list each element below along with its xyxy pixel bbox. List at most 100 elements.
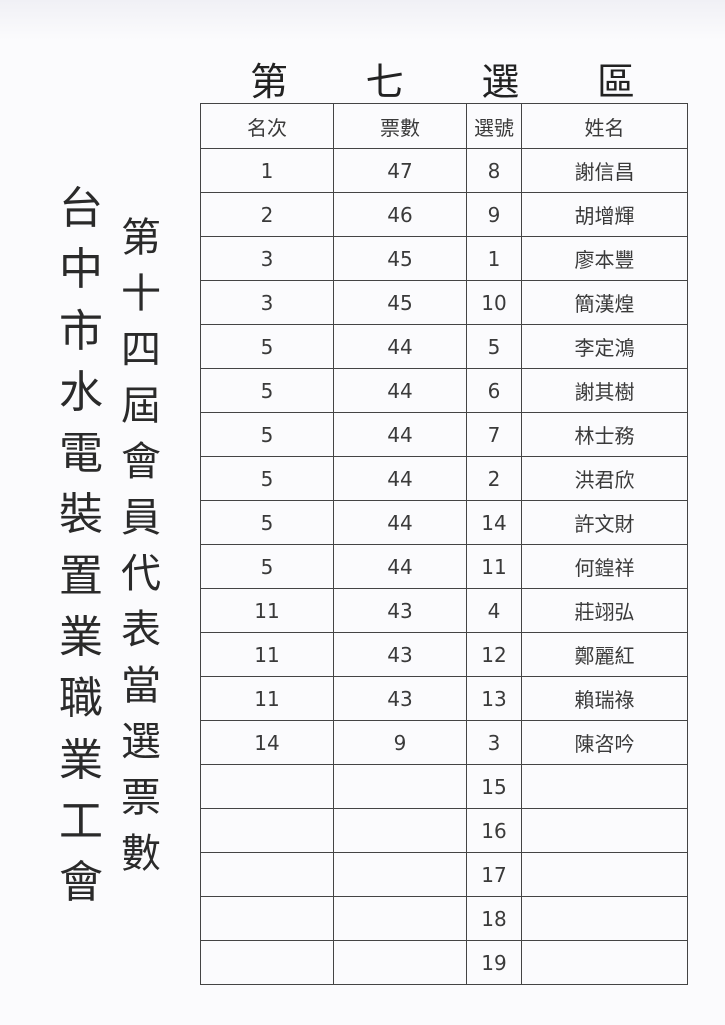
cell-votes: 44	[333, 544, 467, 589]
org-char: 工	[59, 795, 103, 847]
org-char: 電	[59, 428, 103, 480]
cell-votes: 44	[333, 368, 467, 413]
cell-votes	[333, 808, 467, 853]
cell-votes: 43	[333, 676, 467, 721]
org-char: 水	[59, 366, 103, 418]
cell-name	[521, 764, 688, 809]
subtitle-char: 票	[121, 775, 161, 821]
subtitle-char: 選	[121, 719, 161, 765]
subtitle-char: 屆	[121, 383, 161, 429]
table-row: 3 45 10 簡漢煌	[200, 280, 688, 325]
cell-name	[521, 896, 688, 941]
cell-rank: 1	[200, 148, 334, 193]
table-row: 5 44 5 李定鴻	[200, 324, 688, 369]
cell-number: 2	[466, 456, 522, 501]
org-char: 台	[59, 183, 103, 234]
cell-rank: 11	[200, 588, 334, 633]
table-row: 17	[200, 852, 688, 897]
cell-number: 12	[466, 632, 522, 677]
results-table: 名次 票數 選號 姓名 1 47 8 謝信昌 2 46 9 胡增輝 3 45 1 廖本豐 3 45 10 簡漢…	[200, 103, 688, 985]
table-row: 16	[200, 808, 688, 853]
cell-number: 8	[466, 148, 522, 193]
cell-number: 16	[466, 808, 522, 853]
cell-number: 14	[466, 500, 522, 545]
cell-name: 何鍠祥	[521, 544, 688, 589]
cell-name: 洪君欣	[521, 456, 688, 501]
subtitle-char: 員	[121, 495, 161, 541]
cell-name: 李定鴻	[521, 324, 688, 369]
cell-name: 賴瑞祿	[521, 676, 688, 721]
cell-number: 13	[466, 676, 522, 721]
cell-name: 許文財	[521, 500, 688, 545]
scan-edge	[0, 0, 725, 40]
cell-name: 莊翊弘	[521, 588, 688, 633]
table-row: 19	[200, 940, 688, 985]
cell-votes	[333, 940, 467, 985]
subtitle-char: 表	[121, 607, 161, 653]
cell-votes: 9	[333, 720, 467, 765]
cell-rank: 2	[200, 192, 334, 237]
cell-number: 9	[466, 192, 522, 237]
cell-name: 謝信昌	[521, 148, 688, 193]
cell-votes: 44	[333, 324, 467, 369]
title-char: 選	[481, 60, 520, 104]
org-char: 置	[59, 550, 103, 602]
cell-number: 11	[466, 544, 522, 589]
table-row: 11 43 13 賴瑞祿	[200, 676, 688, 721]
cell-name: 鄭麗紅	[521, 632, 688, 677]
cell-name: 廖本豐	[521, 236, 688, 281]
table-row: 5 44 11 何鍠祥	[200, 544, 688, 589]
cell-number: 15	[466, 764, 522, 809]
cell-rank: 5	[200, 368, 334, 413]
cell-name: 謝其樹	[521, 368, 688, 413]
cell-votes: 47	[333, 148, 467, 193]
cell-number: 1	[466, 236, 522, 281]
cell-votes	[333, 852, 467, 897]
cell-name	[521, 940, 688, 985]
subtitle-char: 代	[121, 551, 161, 597]
cell-rank	[200, 852, 334, 897]
cell-rank	[200, 896, 334, 941]
table-row: 5 44 2 洪君欣	[200, 456, 688, 501]
cell-number: 5	[466, 324, 522, 369]
cell-number: 18	[466, 896, 522, 941]
cell-number: 7	[466, 412, 522, 457]
table-row: 14 9 3 陳咨吟	[200, 720, 688, 765]
title-char: 區	[596, 60, 635, 104]
cell-votes	[333, 764, 467, 809]
org-char: 業	[59, 734, 103, 786]
cell-number: 3	[466, 720, 522, 765]
cell-rank: 5	[200, 500, 334, 545]
header-number: 選號	[466, 103, 522, 149]
table-row: 5 44 7 林士務	[200, 412, 688, 457]
header-votes: 票數	[333, 103, 467, 149]
table-row: 11 43 4 莊翊弘	[200, 588, 688, 633]
table-row: 18	[200, 896, 688, 941]
subtitle-char: 第	[121, 215, 161, 261]
cell-votes: 45	[333, 236, 467, 281]
cell-rank	[200, 808, 334, 853]
cell-rank: 5	[200, 324, 334, 369]
cell-rank: 5	[200, 412, 334, 457]
org-char: 會	[59, 857, 103, 909]
title-char: 七	[365, 60, 404, 104]
table-row: 1 47 8 謝信昌	[200, 148, 688, 193]
subtitle-char: 當	[121, 663, 161, 709]
cell-name: 簡漢煌	[521, 280, 688, 325]
cell-name: 林士務	[521, 412, 688, 457]
table-row: 3 45 1 廖本豐	[200, 236, 688, 281]
cell-votes: 43	[333, 632, 467, 677]
cell-rank: 3	[200, 236, 334, 281]
table-row: 11 43 12 鄭麗紅	[200, 632, 688, 677]
table-row: 5 44 14 許文財	[200, 500, 688, 545]
cell-number: 4	[466, 588, 522, 633]
cell-votes: 44	[333, 412, 467, 457]
cell-rank: 11	[200, 632, 334, 677]
cell-votes: 44	[333, 500, 467, 545]
cell-votes: 43	[333, 588, 467, 633]
cell-votes	[333, 896, 467, 941]
subtitle-char: 十	[121, 271, 161, 317]
org-char: 職	[59, 673, 103, 725]
org-char: 市	[59, 305, 103, 357]
cell-rank: 3	[200, 280, 334, 325]
